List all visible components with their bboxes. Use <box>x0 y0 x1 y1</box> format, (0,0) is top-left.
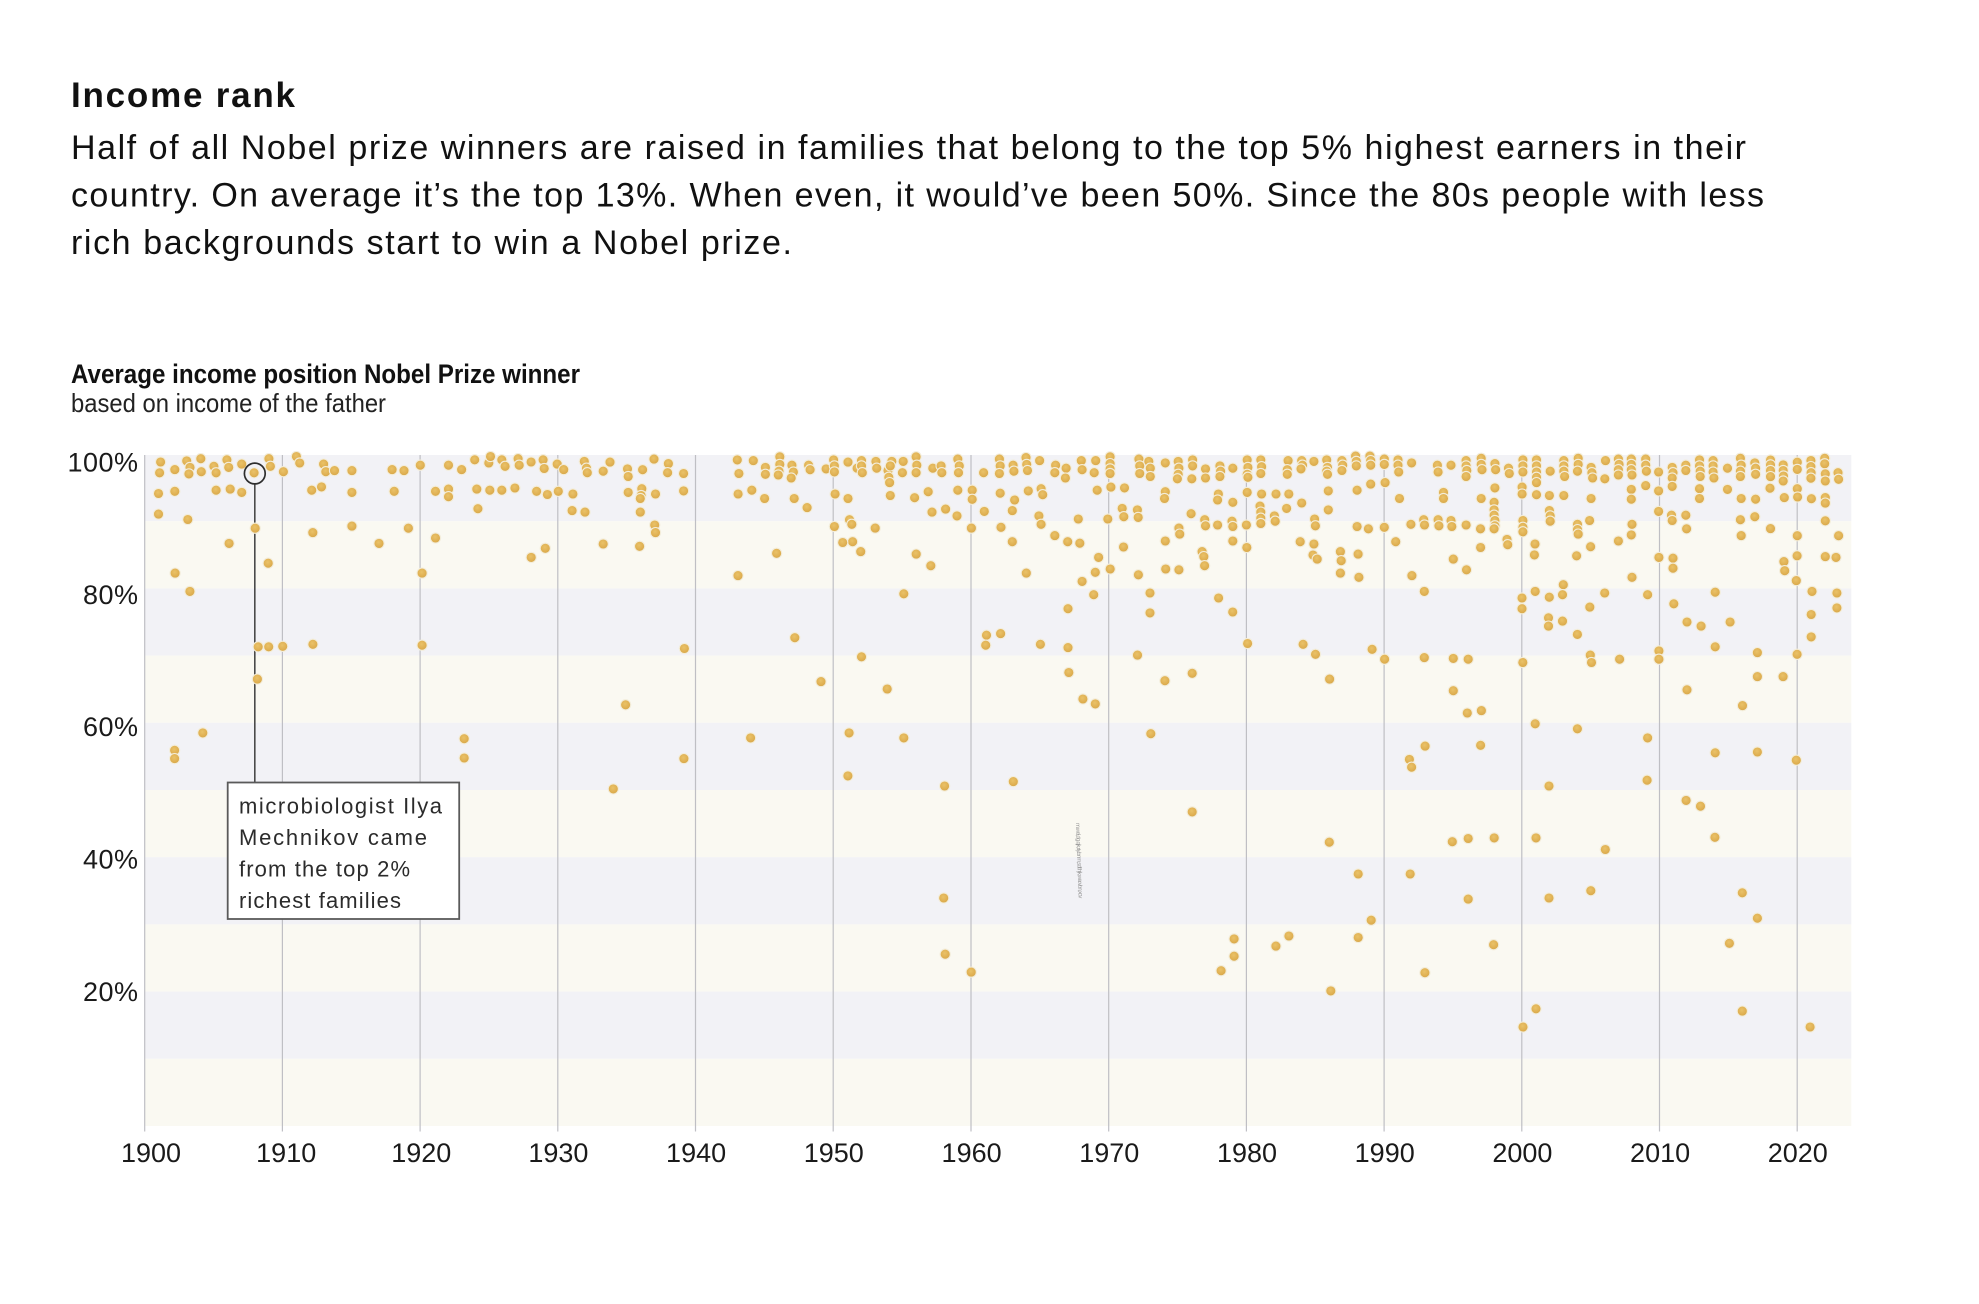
svg-text:microbiologist Ilya: microbiologist Ilya <box>239 794 443 819</box>
svg-text:1930: 1930 <box>528 1138 588 1168</box>
svg-text:60%: 60% <box>83 712 139 742</box>
svg-text:Mechnikov came: Mechnikov came <box>239 825 427 850</box>
svg-text:Half of all Nobel prize winner: Half of all Nobel prize winners are rais… <box>71 129 1746 167</box>
svg-text:1920: 1920 <box>391 1138 451 1168</box>
svg-text:2010: 2010 <box>1630 1138 1690 1168</box>
svg-text:20%: 20% <box>83 977 139 1007</box>
svg-text:2000: 2000 <box>1492 1138 1552 1168</box>
svg-text:based on income of the father: based on income of the father <box>71 388 386 418</box>
svg-text:rich backgrounds start to win: rich backgrounds start to win a Nobel pr… <box>71 224 792 262</box>
svg-text:1940: 1940 <box>666 1138 726 1168</box>
svg-text:100%: 100% <box>67 447 138 477</box>
svg-text:from the top 2%: from the top 2% <box>239 857 410 882</box>
svg-text:80%: 80% <box>83 580 139 610</box>
svg-text:Income rank: Income rank <box>71 76 296 115</box>
svg-text:m.wel,dg.qjk,rty.bnm,sdf.hjk,w: m.wel,dg.qjk,rty.bnm,sdf.hjk,wer.vbn,xcv <box>1074 823 1083 899</box>
svg-text:1900: 1900 <box>121 1138 181 1168</box>
svg-text:richest families: richest families <box>239 888 401 913</box>
svg-text:1910: 1910 <box>256 1138 316 1168</box>
svg-text:1990: 1990 <box>1355 1138 1415 1168</box>
svg-text:1970: 1970 <box>1079 1138 1139 1168</box>
svg-text:1960: 1960 <box>942 1138 1002 1168</box>
svg-text:2020: 2020 <box>1768 1138 1828 1168</box>
svg-text:40%: 40% <box>83 845 139 875</box>
svg-text:1980: 1980 <box>1217 1138 1277 1168</box>
svg-text:country. On average it’s the t: country. On average it’s the top 13%. Wh… <box>71 177 1764 215</box>
svg-text:1950: 1950 <box>804 1138 864 1168</box>
svg-text:Average income position Nobel: Average income position Nobel Prize winn… <box>71 359 580 389</box>
